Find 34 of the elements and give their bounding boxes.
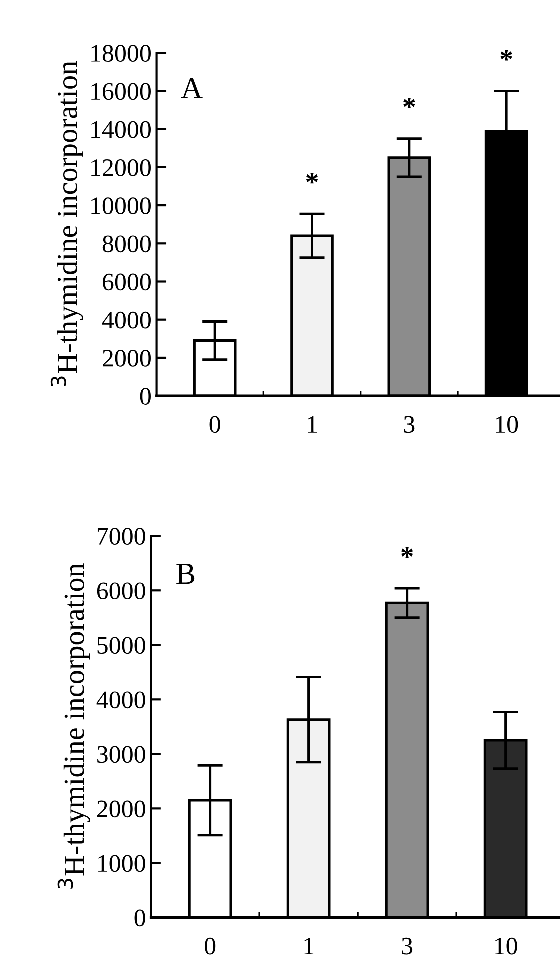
y-tick-label: 2000 (97, 800, 146, 818)
y-tick-label: 4000 (102, 312, 151, 329)
annotation: B (176, 564, 195, 584)
y-tick-label: 2000 (103, 350, 151, 367)
y-tick-label: 10000 (92, 198, 151, 214)
y-axis-title: $^{3}$H-thymidine incorporation (50, 61, 84, 387)
annotation: * (404, 98, 416, 108)
y-tick-label: 7000 (98, 528, 146, 546)
y-tick-label: 0 (140, 388, 151, 405)
x-tick-label: 1 (308, 416, 317, 433)
y-tick-label: 3000 (98, 746, 146, 764)
x-tick-label: 3 (402, 938, 413, 955)
y-tick-label: 18000 (92, 45, 151, 62)
y-tick-label: 4000 (96, 692, 146, 709)
x-tick-label: 3 (404, 416, 415, 434)
y-axis-title: $^{3}$H-thymidine incorporation (58, 564, 90, 889)
annotation: * (306, 173, 318, 184)
x-tick-label: 10 (496, 416, 518, 434)
y-tick-label: 5000 (98, 637, 146, 654)
y-tick-label: 16000 (92, 83, 151, 100)
annotation: A (181, 78, 203, 98)
y-tick-label: 1000 (98, 855, 146, 872)
x-tick-label: 0 (205, 938, 216, 955)
y-tick-label: 6000 (97, 582, 146, 600)
x-tick-label: 1 (304, 938, 314, 954)
y-tick-label: 14000 (92, 121, 151, 138)
x-tick-label: 10 (496, 938, 518, 955)
annotation: * (402, 548, 414, 558)
x-tick-label: 0 (210, 416, 220, 434)
y-tick-label: 0 (134, 910, 146, 927)
y-tick-label: 6000 (103, 274, 151, 291)
y-tick-label: 12000 (92, 159, 151, 176)
annotation: * (500, 50, 512, 61)
y-tick-label: 8000 (102, 236, 151, 253)
